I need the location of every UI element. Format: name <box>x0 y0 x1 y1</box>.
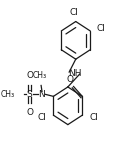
Text: CH₃: CH₃ <box>32 71 46 80</box>
Text: O: O <box>26 71 33 80</box>
Text: Cl: Cl <box>89 113 98 122</box>
Text: CH₃: CH₃ <box>1 90 15 99</box>
Text: Cl: Cl <box>70 8 78 17</box>
Text: Cl: Cl <box>37 113 46 122</box>
Text: Cl: Cl <box>96 24 105 33</box>
Text: S: S <box>27 90 33 99</box>
Text: N: N <box>39 90 45 99</box>
Text: O: O <box>26 108 33 117</box>
Text: O: O <box>67 76 73 85</box>
Text: NH: NH <box>68 69 81 78</box>
